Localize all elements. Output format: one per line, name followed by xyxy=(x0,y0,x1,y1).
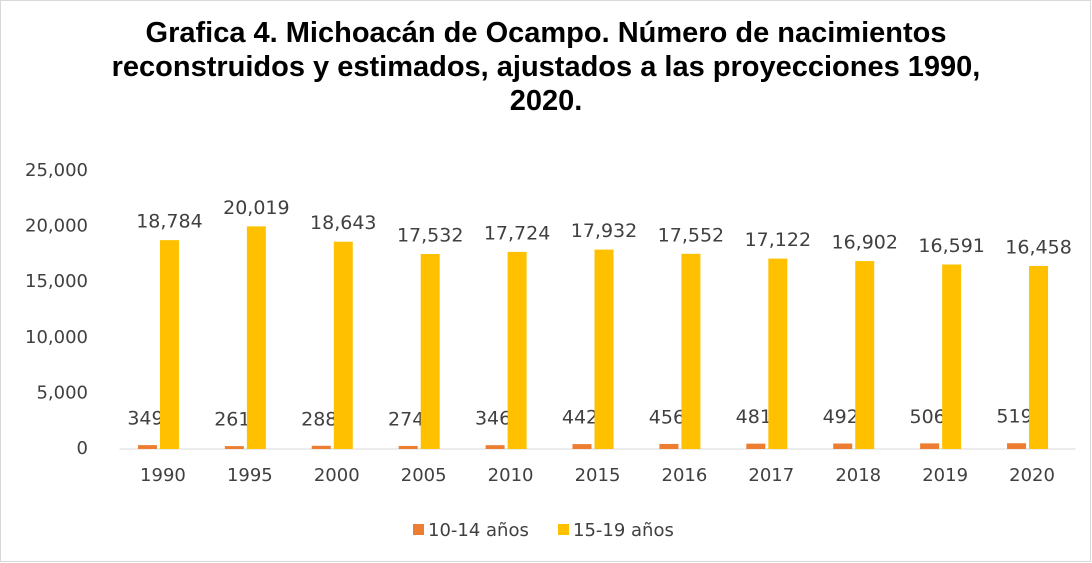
data-label: 349 xyxy=(127,408,163,430)
legend-swatch xyxy=(558,524,569,535)
bar xyxy=(311,445,331,449)
y-tick-label: 15,000 xyxy=(25,271,88,292)
data-label: 288 xyxy=(301,408,337,430)
data-label: 442 xyxy=(562,407,598,429)
bar xyxy=(224,446,244,449)
x-tick-label: 2020 xyxy=(1009,465,1055,486)
bar xyxy=(159,240,179,449)
x-tick-label: 2005 xyxy=(401,465,447,486)
data-label: 16,902 xyxy=(831,232,897,254)
x-tick-label: 2016 xyxy=(662,465,708,486)
y-tick-label: 5,000 xyxy=(36,382,88,403)
x-tick-label: 2000 xyxy=(314,465,360,486)
bar xyxy=(746,443,766,449)
data-label: 481 xyxy=(736,406,772,428)
data-label: 17,552 xyxy=(658,224,724,246)
data-label: 17,532 xyxy=(397,225,463,247)
bar xyxy=(333,241,353,449)
data-label: 18,784 xyxy=(136,211,202,233)
data-label: 16,591 xyxy=(918,235,984,257)
bar xyxy=(572,444,592,449)
data-label: 456 xyxy=(649,406,685,428)
data-label: 17,932 xyxy=(571,220,637,242)
bar xyxy=(768,258,788,449)
x-tick-label: 2015 xyxy=(575,465,621,486)
y-tick-label: 20,000 xyxy=(25,216,88,237)
data-label: 492 xyxy=(823,406,859,428)
y-tick-label: 25,000 xyxy=(25,160,88,181)
x-tick-label: 2019 xyxy=(922,465,968,486)
data-label: 519 xyxy=(996,406,1032,428)
legend-swatch xyxy=(413,524,424,535)
bar xyxy=(659,443,679,449)
legend-label: 10-14 años xyxy=(428,520,529,541)
bar xyxy=(594,249,614,449)
data-label: 346 xyxy=(475,408,511,430)
bar xyxy=(942,264,962,449)
x-tick-label: 2010 xyxy=(488,465,534,486)
bar xyxy=(1007,443,1027,449)
data-label: 506 xyxy=(910,406,946,428)
bar xyxy=(855,261,875,449)
x-tick-label: 2017 xyxy=(748,465,794,486)
x-tick-label: 2018 xyxy=(835,465,881,486)
bar xyxy=(681,253,701,449)
data-label: 261 xyxy=(214,409,250,431)
data-label: 17,122 xyxy=(745,229,811,251)
y-tick-label: 10,000 xyxy=(25,327,88,348)
bar xyxy=(246,226,266,449)
bar xyxy=(507,251,527,449)
bar xyxy=(833,443,853,449)
bar xyxy=(1029,265,1049,449)
x-tick-label: 1995 xyxy=(227,465,273,486)
bar xyxy=(420,254,440,449)
bar xyxy=(398,445,418,449)
x-tick-label: 1990 xyxy=(140,465,186,486)
bar xyxy=(485,445,505,449)
bar xyxy=(137,445,157,449)
data-label: 16,458 xyxy=(1005,236,1071,258)
chart-title: Grafica 4. Michoacán de Ocampo. Número d… xyxy=(111,17,981,117)
bar xyxy=(920,443,940,449)
legend-label: 15-19 años xyxy=(573,520,674,541)
data-label: 20,019 xyxy=(223,197,289,219)
data-label: 274 xyxy=(388,408,424,430)
data-label: 17,724 xyxy=(484,222,550,244)
data-label: 18,643 xyxy=(310,212,376,234)
y-tick-label: 0 xyxy=(77,438,88,459)
